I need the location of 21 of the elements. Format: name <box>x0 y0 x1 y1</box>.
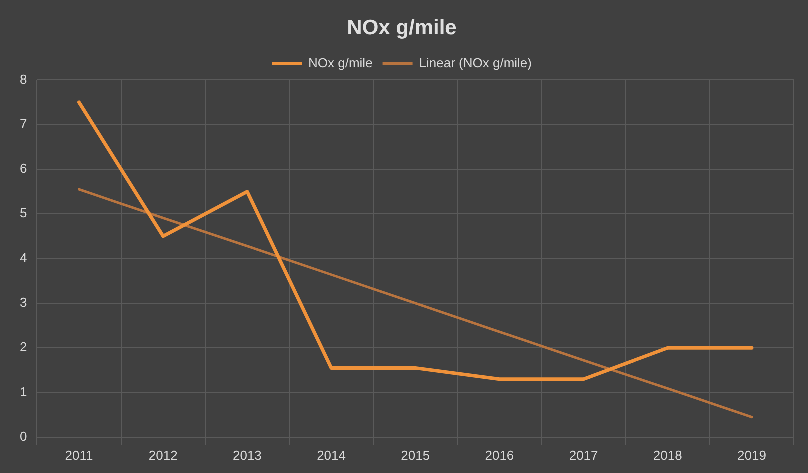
x-tick-label: 2015 <box>401 448 430 463</box>
x-tick-label: 2017 <box>569 448 598 463</box>
x-tick-label: 2011 <box>65 448 94 463</box>
y-tick-label: 4 <box>20 250 28 266</box>
y-tick-label: 1 <box>20 384 28 400</box>
x-tick-label: 2018 <box>653 448 682 463</box>
x-tick-label: 2014 <box>317 448 346 463</box>
legend-label: Linear (NOx g/mile) <box>419 55 532 70</box>
x-tick-label: 2016 <box>485 448 514 463</box>
x-tick-label: 2012 <box>148 448 178 463</box>
y-tick-label: 6 <box>20 161 28 176</box>
y-tick-label: 8 <box>20 72 28 87</box>
y-tick-label: 5 <box>20 206 28 221</box>
y-tick-label: 0 <box>20 428 28 444</box>
legend-label: NOx g/mile <box>308 55 373 70</box>
y-tick-label: 2 <box>20 340 28 355</box>
y-tick-label: 3 <box>20 295 28 310</box>
x-tick-label: 2013 <box>232 448 262 463</box>
x-tick-label: 2019 <box>737 448 766 463</box>
chart-title: NOx g/mile <box>347 16 457 40</box>
y-tick-label: 7 <box>20 116 28 132</box>
